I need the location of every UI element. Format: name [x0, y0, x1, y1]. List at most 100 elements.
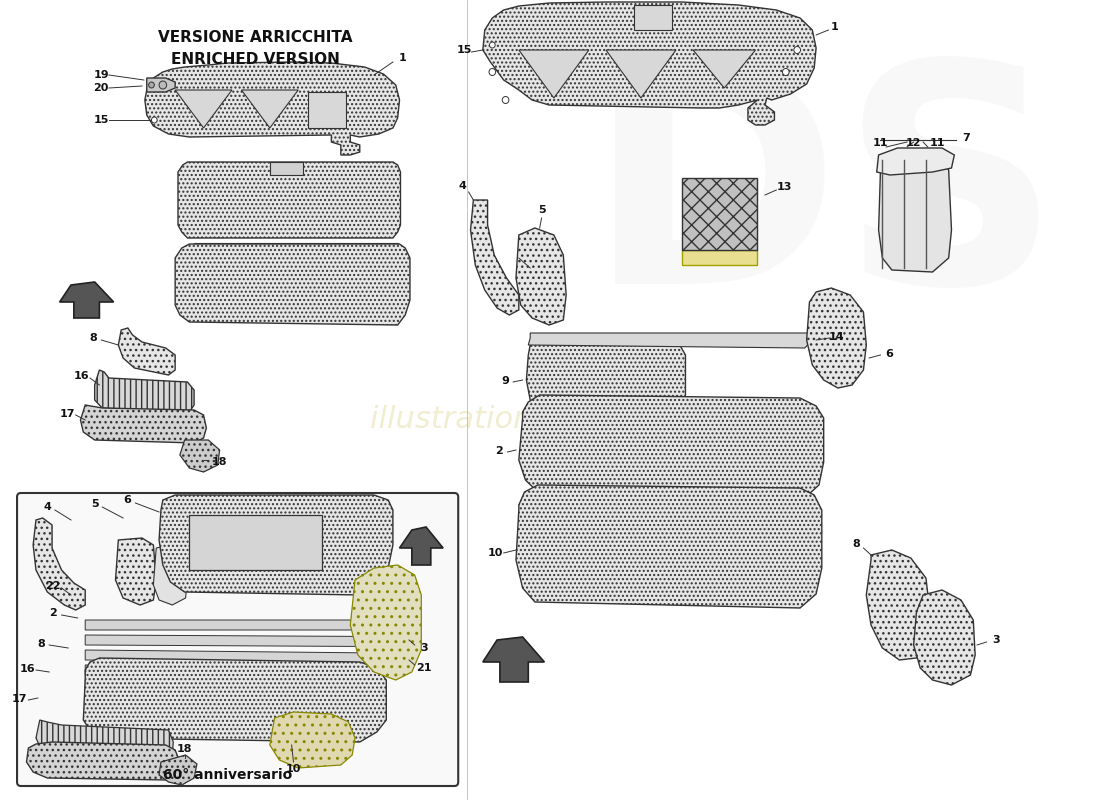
Polygon shape [879, 155, 952, 272]
Polygon shape [270, 712, 355, 768]
Circle shape [490, 42, 495, 48]
Text: 13: 13 [777, 182, 792, 192]
FancyBboxPatch shape [16, 493, 459, 786]
Text: 4: 4 [43, 502, 52, 512]
Polygon shape [606, 50, 676, 98]
Text: 5: 5 [91, 499, 99, 509]
Polygon shape [146, 78, 175, 92]
Text: DS: DS [587, 51, 1060, 349]
Polygon shape [153, 545, 187, 605]
Text: 15: 15 [456, 45, 472, 55]
Polygon shape [308, 92, 345, 128]
Polygon shape [84, 658, 386, 742]
Text: 12: 12 [906, 138, 922, 148]
Text: 6: 6 [886, 349, 893, 359]
Text: 4: 4 [458, 181, 466, 191]
Text: 3: 3 [992, 635, 1000, 645]
Text: 60° anniversario: 60° anniversario [163, 768, 292, 782]
Polygon shape [867, 550, 930, 660]
Polygon shape [693, 50, 756, 88]
Polygon shape [189, 515, 322, 570]
Text: 7: 7 [961, 133, 969, 143]
Text: 18: 18 [177, 744, 192, 754]
Text: 6: 6 [123, 495, 131, 505]
Text: 17: 17 [59, 409, 75, 419]
Text: 11: 11 [872, 138, 888, 148]
Polygon shape [95, 370, 194, 412]
Text: 17: 17 [12, 694, 28, 704]
Polygon shape [635, 5, 672, 30]
Text: 19: 19 [94, 70, 109, 80]
Text: 5: 5 [538, 205, 546, 215]
Text: 15: 15 [94, 115, 109, 125]
Text: 8: 8 [89, 333, 97, 343]
Polygon shape [180, 440, 220, 472]
Circle shape [794, 46, 801, 54]
Polygon shape [527, 340, 685, 412]
Circle shape [782, 69, 789, 75]
Polygon shape [516, 228, 566, 325]
Text: 16: 16 [74, 371, 89, 381]
Polygon shape [682, 178, 758, 250]
Polygon shape [399, 527, 443, 565]
Polygon shape [241, 90, 298, 128]
Polygon shape [85, 650, 378, 663]
Polygon shape [270, 162, 302, 175]
Polygon shape [116, 538, 156, 605]
Text: 22: 22 [45, 581, 60, 591]
Polygon shape [85, 635, 378, 646]
Polygon shape [85, 680, 378, 696]
Polygon shape [85, 665, 378, 679]
Text: 14: 14 [829, 332, 845, 342]
Text: illustration for parts: illustration for parts [112, 510, 305, 530]
Text: 20: 20 [94, 83, 109, 93]
Text: 9: 9 [502, 376, 509, 386]
Polygon shape [194, 243, 397, 250]
Polygon shape [80, 405, 207, 443]
Polygon shape [519, 50, 588, 98]
Polygon shape [119, 328, 175, 375]
Polygon shape [36, 720, 174, 762]
Text: 21: 21 [417, 663, 432, 673]
Polygon shape [877, 148, 955, 175]
Polygon shape [806, 288, 867, 388]
Text: 16: 16 [20, 664, 35, 674]
Text: 10: 10 [286, 764, 301, 774]
Polygon shape [145, 62, 399, 155]
Text: 2: 2 [495, 446, 503, 456]
Polygon shape [175, 244, 410, 325]
Text: illustration for parts: illustration for parts [370, 406, 672, 434]
Polygon shape [483, 2, 816, 125]
Text: 18: 18 [212, 457, 228, 467]
Polygon shape [160, 495, 393, 595]
Text: 8: 8 [37, 639, 45, 649]
Polygon shape [59, 282, 113, 318]
Polygon shape [178, 162, 400, 238]
Text: 10: 10 [487, 548, 503, 558]
Polygon shape [471, 200, 519, 315]
Polygon shape [350, 565, 421, 680]
Text: 8: 8 [852, 539, 860, 549]
Circle shape [160, 81, 166, 89]
Polygon shape [85, 620, 378, 630]
Text: ENRICHED VERSION: ENRICHED VERSION [172, 52, 340, 67]
Circle shape [148, 82, 154, 88]
Polygon shape [682, 250, 758, 265]
Polygon shape [160, 755, 197, 785]
Text: VERSIONE ARRICCHITA: VERSIONE ARRICCHITA [158, 30, 353, 45]
Polygon shape [175, 90, 232, 128]
Polygon shape [519, 395, 824, 498]
Polygon shape [516, 485, 822, 608]
Text: 3: 3 [420, 643, 428, 653]
Polygon shape [33, 518, 85, 610]
Circle shape [503, 97, 509, 103]
Circle shape [152, 117, 157, 123]
Circle shape [490, 69, 496, 75]
Polygon shape [26, 742, 180, 780]
Polygon shape [483, 637, 544, 682]
Text: 1: 1 [398, 53, 406, 63]
Polygon shape [528, 333, 812, 348]
Text: 2: 2 [50, 608, 57, 618]
Text: 1: 1 [832, 22, 839, 32]
Polygon shape [914, 590, 976, 685]
